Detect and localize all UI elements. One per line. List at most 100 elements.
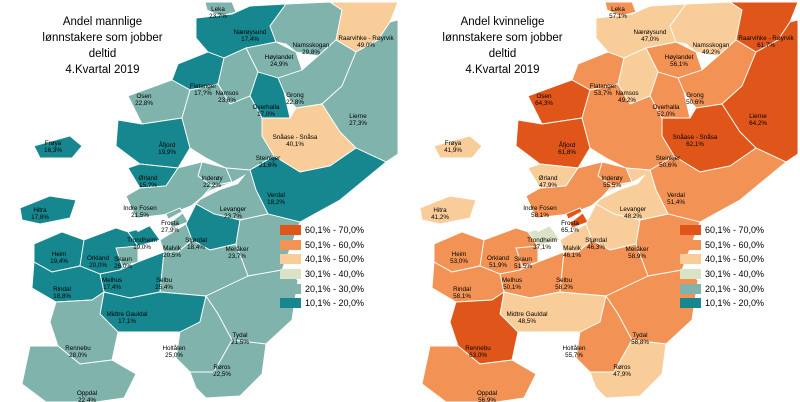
label-naeroysund: Nærøysund 17,4% [234, 29, 267, 44]
label-froya: Frøya 41,9% [444, 140, 462, 155]
legend-item: 60,1% - 70,0% [680, 223, 764, 238]
municipality-value: 22,4% [78, 397, 96, 402]
label-holtalen: Holtålen 25,0% [162, 345, 185, 360]
sea-area [400, 4, 580, 402]
legend-item: 40,1% - 50,0% [280, 252, 364, 267]
label-overhalla: Overhalla 17,0% [253, 104, 280, 119]
municipality-name: Steinkjer [255, 155, 281, 162]
label-lierne: Lierne 27,3% [349, 113, 367, 128]
legend-label: 20,1% - 30,0% [305, 283, 365, 294]
municipality-value: 37,1% [533, 244, 551, 252]
municipality-value: 16,3% [44, 147, 62, 155]
region-indre-fosen [525, 161, 613, 219]
municipality-value: 56,9% [478, 397, 496, 402]
municipality-value: 49,0% [357, 42, 375, 50]
title-line: Andel mannlige [62, 16, 143, 28]
title-line: lønnstakere som jobber [42, 32, 163, 44]
municipality-value: 18,4% [187, 244, 205, 252]
label-malvik: Malvik 20,5% [163, 245, 181, 260]
municipality-name: Lierne [349, 113, 367, 120]
municipality-name: Tydal [632, 332, 648, 339]
municipality-name: Skaun [114, 256, 132, 263]
label-heim: Heim 19,4% [50, 251, 68, 266]
municipality-value: 25,0% [165, 352, 183, 360]
municipality-value: 17,0% [257, 111, 275, 119]
municipality-value: 56,1% [670, 61, 688, 69]
municipality-value: 27,9% [161, 227, 179, 235]
label-afjord: Åfjord 61,8% [558, 142, 576, 157]
title-line: Andel kvinnelige [460, 16, 545, 28]
legend-swatch [280, 298, 301, 309]
municipality-name: Høylandet [664, 54, 694, 61]
label-steinkjer: Steinkjer 50,6% [656, 155, 681, 170]
title-line: 4.Kvartal 2019 [465, 64, 540, 76]
municipality-value: 19,0% [133, 244, 151, 252]
municipality-value: 22,8% [135, 100, 153, 108]
map-title: Andel kvinnelige lønnstakere som jobber … [435, 14, 570, 78]
label-flatanger: Flatanger 53,7% [590, 83, 617, 98]
region-rennebu [49, 291, 119, 365]
legend-label: 30,1% - 40,0% [705, 269, 765, 280]
region-roros [589, 339, 667, 399]
label-grong: Grong 50,6% [686, 92, 704, 107]
municipality-value: 47,0% [641, 36, 659, 44]
municipality-name: Verdal [267, 192, 285, 199]
municipality-value: 53,0% [450, 258, 468, 266]
municipality-name: Trondheim [127, 237, 157, 244]
municipality-name: Rennebu [65, 345, 91, 352]
municipality-value: 58,8% [631, 339, 649, 347]
label-lierne: Lierne 64,2% [749, 113, 767, 128]
municipality-name: Namsskogan [692, 42, 730, 49]
municipality-value: 58,9% [628, 253, 646, 261]
label-verdal: Verdal 51,4% [667, 192, 685, 207]
municipality-value: 51,4% [667, 199, 685, 207]
municipality-value: 19,9% [158, 149, 176, 157]
municipality-name: Overhalla [652, 104, 680, 111]
municipality-name: Raarvihke - Røyrvik [738, 35, 794, 42]
label-frosta: Frosta 65,1% [561, 220, 579, 235]
municipality-value: 17,4% [241, 36, 259, 44]
municipality-name: Verdal [667, 192, 685, 199]
municipality-name: Nærøysund [633, 29, 667, 36]
label-afjord: Åfjord 19,9% [158, 142, 176, 157]
legend-label: 30,1% - 40,0% [305, 269, 365, 280]
municipality-value: 23,7% [209, 13, 227, 21]
municipality-value: 22,8% [286, 99, 304, 107]
municipality-value: 17,4% [103, 284, 121, 292]
municipality-value: 49,2% [618, 97, 636, 105]
label-hoylandet: Høylandet 24,9% [265, 54, 294, 69]
municipality-name: Namsskogan [292, 42, 330, 49]
label-rindal: Rindal 18,8% [53, 286, 71, 301]
municipality-name: Selbu [155, 277, 173, 284]
legend-label: 50,1% - 60,0% [705, 239, 765, 250]
legend-swatch [680, 239, 701, 250]
label-frosta: Frosta 27,9% [161, 220, 179, 235]
label-froya: Frøya 16,3% [44, 140, 62, 155]
legend-swatch [280, 239, 301, 250]
municipality-value: 17,1% [118, 318, 136, 326]
region-froya [33, 135, 83, 159]
label-hoylandet: Høylandet 56,1% [665, 54, 694, 69]
label-indre-fosen: Indre Fosen 58,1% [523, 205, 557, 220]
legend-swatch [280, 254, 301, 265]
municipality-value: 40,1% [286, 141, 304, 149]
sea-area [0, 4, 180, 402]
municipality-name: Meråker [625, 246, 649, 253]
municipality-name: Holtålen [162, 345, 186, 352]
label-meraker: Meråker 58,9% [625, 246, 648, 261]
municipality-value: 52,0% [657, 111, 675, 119]
municipality-name: Grong [286, 92, 304, 99]
legend-item: 50,1% - 60,0% [280, 238, 364, 253]
municipality-value: 65,1% [561, 227, 579, 235]
legend-label: 40,1% - 50,0% [705, 254, 765, 265]
municipality-value: 48,2% [624, 213, 642, 221]
label-roros: Røros 22,5% [213, 364, 231, 379]
label-namsskogan: Namsskogan 29,8% [293, 42, 330, 57]
label-naeroysund: Nærøysund 47,0% [634, 29, 667, 44]
municipality-value: 25,4% [155, 284, 173, 292]
municipality-name: Holtålen [562, 345, 586, 352]
label-skaun: Skaun 26,0% [114, 256, 132, 271]
legend-item: 10,1% - 20,0% [280, 296, 364, 311]
region-oppdal [421, 345, 537, 402]
legend-item: 60,1% - 70,0% [280, 223, 364, 238]
